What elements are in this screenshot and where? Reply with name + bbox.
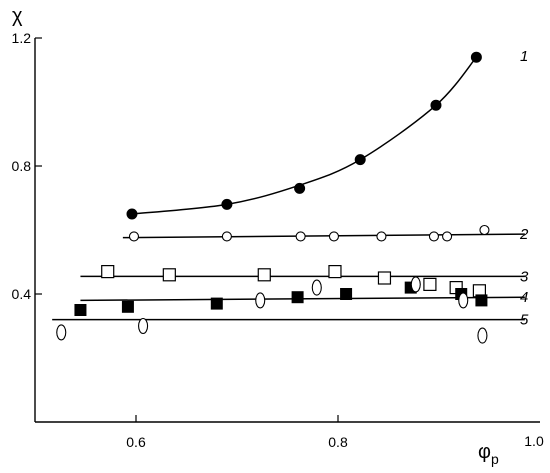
- x-tick-label: 0.8: [328, 434, 348, 450]
- series-4-point: [74, 304, 87, 316]
- series-4-point: [340, 288, 353, 300]
- series-5-label: 5: [520, 312, 529, 329]
- series-4-point: [210, 297, 223, 310]
- series-2-point: [328, 231, 340, 242]
- series-2-point: [442, 231, 453, 242]
- series-5-point: [410, 276, 421, 293]
- series-1-label: 1: [520, 48, 528, 65]
- series-1-point: [126, 208, 138, 220]
- series-1: 1: [126, 48, 528, 220]
- series-2-point: [428, 231, 440, 242]
- series-5-point: [311, 279, 322, 296]
- series-2-label: 2: [519, 226, 529, 243]
- series-3-point: [328, 265, 342, 279]
- x-tick-label: 0.6: [126, 434, 146, 450]
- series-3-point: [377, 271, 392, 285]
- series: 1 2 3 4 5: [52, 48, 529, 344]
- y-axis-title: χ: [12, 5, 23, 27]
- series-3-point: [162, 268, 176, 282]
- x-tick-label: 1.0: [524, 433, 544, 449]
- series-2-point: [376, 231, 387, 242]
- series-3-point: [423, 277, 437, 291]
- ticks: 0.4 0.8 1.2 0.6 0.8 1.0: [12, 30, 544, 450]
- series-3: 3: [80, 265, 529, 298]
- y-tick-label: 0.8: [12, 158, 32, 174]
- series-4-point: [121, 300, 134, 313]
- series-1-point: [470, 51, 482, 63]
- series-5: 5: [52, 276, 529, 344]
- series-1-point: [354, 154, 366, 166]
- axes: χ φp: [12, 5, 540, 467]
- series-4-point: [291, 291, 304, 304]
- series-5-point: [255, 292, 266, 309]
- series-5-point: [477, 327, 488, 344]
- series-3-point: [101, 265, 115, 279]
- series-4-label: 4: [520, 289, 528, 306]
- series-2-point: [295, 231, 306, 242]
- series-5-point: [458, 292, 469, 309]
- series-2-point: [221, 231, 232, 242]
- y-tick-label: 0.4: [12, 286, 32, 302]
- series-2-point: [479, 224, 490, 236]
- series-2: 2: [122, 224, 529, 243]
- series-1-point: [430, 99, 442, 111]
- x-axis-title-subscript: p: [491, 451, 499, 467]
- y-tick-label: 1.2: [12, 30, 32, 46]
- series-1-point: [221, 198, 233, 210]
- series-2-point: [128, 231, 140, 242]
- series-3-point: [257, 268, 271, 282]
- series-1-point: [294, 182, 306, 194]
- x-axis-title: φp: [478, 441, 499, 467]
- series-2-fit-line: [122, 233, 525, 239]
- x-axis-title-main: φ: [478, 441, 491, 463]
- series-4-point: [475, 294, 488, 307]
- series-5-point: [138, 317, 149, 335]
- series-5-point: [56, 324, 67, 341]
- series-3-label: 3: [520, 268, 529, 285]
